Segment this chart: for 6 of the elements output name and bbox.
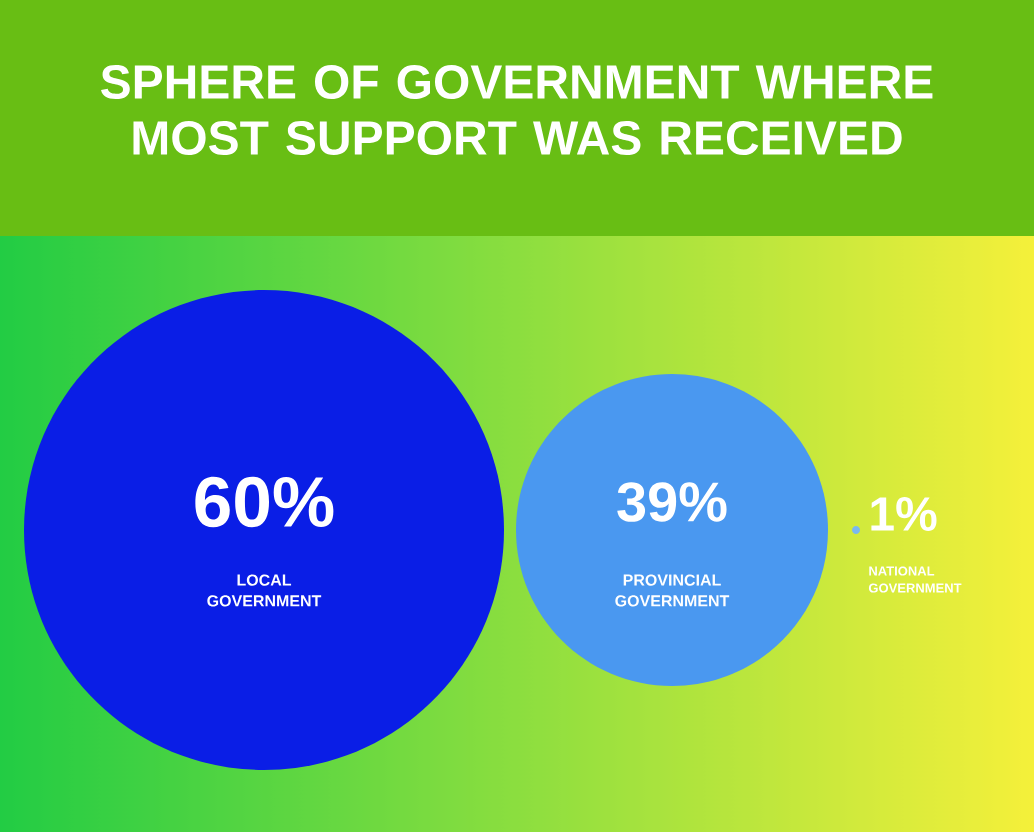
data-label: 39%: [617, 482, 727, 522]
data-label: 1%: [871, 497, 937, 531]
data-label: 60%: [195, 476, 334, 528]
text: SPHERE OF GOVERNMENT WHERE MOST SUPPORT WAS RECEIVED: [101, 65, 933, 155]
category-label: LOCAL GOVERNMENT: [207, 574, 322, 607]
category-label: PROVINCIAL GOVERNMENT: [615, 574, 730, 607]
